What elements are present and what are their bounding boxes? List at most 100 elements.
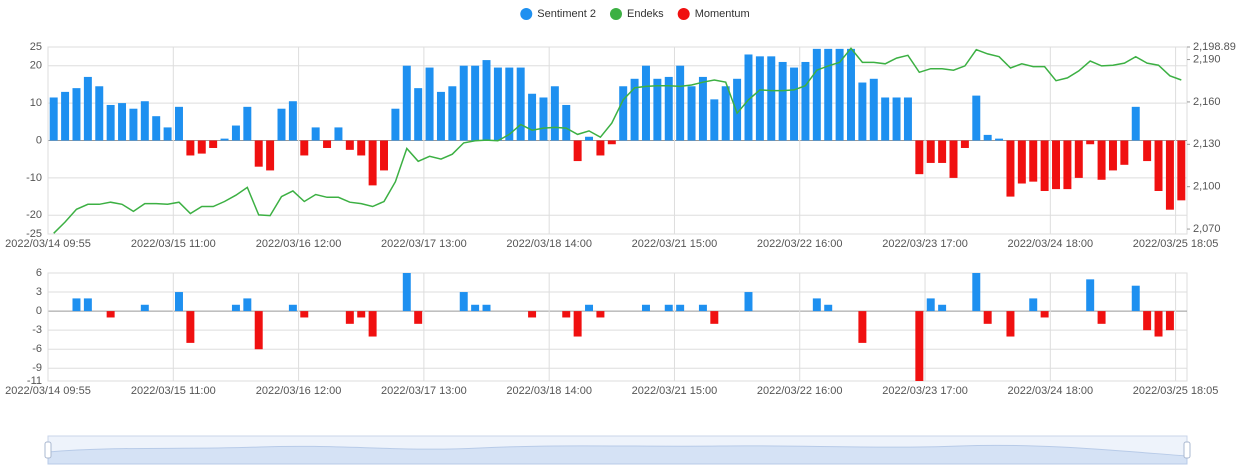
bar (790, 67, 799, 141)
bar (960, 140, 969, 148)
bar (915, 140, 924, 175)
bar (231, 304, 240, 312)
bar (1143, 311, 1152, 331)
bar (744, 292, 753, 312)
bar (562, 311, 571, 318)
bar (528, 311, 537, 318)
bar (562, 104, 571, 141)
x-tick-label: 2022/03/24 18:00 (1007, 238, 1093, 250)
bar (254, 311, 263, 350)
bar (573, 311, 582, 337)
bar (106, 311, 115, 318)
bar (619, 86, 628, 141)
bar (459, 292, 468, 312)
bar (516, 67, 525, 141)
y-tick-label: 25 (30, 41, 42, 53)
bar (1108, 140, 1117, 171)
bar (641, 304, 650, 312)
x-tick-label: 2022/03/25 18:05 (1133, 385, 1219, 397)
bar (140, 304, 149, 312)
legend-marker (609, 8, 622, 20)
bar (1097, 140, 1106, 180)
slider-handle[interactable] (1183, 441, 1191, 459)
bar (220, 138, 229, 141)
bar (95, 86, 104, 141)
bar (1165, 140, 1174, 210)
y-tick-label: -9 (32, 362, 42, 374)
y2-tick-label: 2,160 (1193, 96, 1221, 108)
bar (858, 82, 867, 141)
bar (664, 304, 673, 312)
bar (357, 140, 366, 156)
bar (448, 86, 457, 141)
x-tick-label: 2022/03/16 12:00 (256, 385, 342, 397)
bar (471, 304, 480, 312)
x-tick-label: 2022/03/21 15:00 (632, 238, 718, 250)
y2-tick-label: 2,130 (1193, 138, 1221, 150)
x-tick-label: 2022/03/22 16:00 (757, 238, 843, 250)
bar (733, 78, 742, 141)
bar (698, 304, 707, 312)
x-tick-label: 2022/03/15 11:00 (131, 385, 216, 397)
y-tick-label: 6 (36, 267, 42, 279)
bar (425, 67, 434, 141)
bar (983, 134, 992, 141)
bar (767, 56, 776, 141)
bar (949, 140, 958, 178)
bar (630, 78, 639, 141)
slider-handle[interactable] (44, 441, 52, 459)
legend-label: Sentiment 2 (537, 8, 596, 20)
bar (266, 140, 275, 171)
bar (174, 292, 183, 312)
legend-marker (677, 8, 690, 20)
bar (482, 304, 491, 312)
bar (585, 136, 594, 141)
bar (1074, 140, 1083, 178)
legend-marker (520, 8, 533, 20)
bar (812, 48, 821, 141)
bar (1017, 140, 1026, 184)
y2-tick-label: 2,190 (1193, 53, 1221, 65)
bar (345, 311, 354, 324)
bar (402, 65, 411, 141)
bar (710, 311, 719, 324)
bar (1029, 140, 1038, 182)
bar (72, 88, 81, 141)
bar (812, 298, 821, 312)
data-zoom-slider[interactable] (44, 435, 1191, 465)
bar (414, 311, 423, 324)
bar (1120, 140, 1129, 165)
bar (1006, 140, 1015, 197)
bar (493, 67, 502, 141)
bar (140, 101, 149, 141)
y-tick-label: -25 (26, 228, 42, 240)
bar (1097, 311, 1106, 324)
bar (1040, 140, 1049, 191)
x-tick-label: 2022/03/15 11:00 (131, 238, 216, 250)
bar (83, 298, 92, 312)
bar (869, 78, 878, 141)
y2-tick-label: 2,070 (1193, 223, 1221, 235)
bar (972, 95, 981, 141)
bar (482, 60, 491, 141)
y2-tick-label: 2,100 (1193, 181, 1221, 193)
x-tick-label: 2022/03/16 12:00 (256, 238, 342, 250)
bar (778, 61, 787, 141)
bar (197, 140, 206, 154)
bar (300, 140, 309, 156)
bar (847, 48, 855, 141)
y-tick-label: -20 (26, 209, 42, 221)
bar (1052, 140, 1061, 190)
bar (1143, 140, 1152, 162)
plot-frame (47, 272, 1188, 382)
x-tick-label: 2022/03/14 09:55 (5, 385, 91, 397)
bar (1086, 279, 1095, 312)
bar (129, 108, 138, 141)
bar (1165, 311, 1174, 331)
bar (391, 108, 400, 141)
bar (1086, 140, 1095, 145)
y2-tick-label: 2,198.89 (1193, 41, 1236, 53)
bar (368, 311, 377, 337)
y-tick-label: 0 (36, 134, 42, 146)
bar (311, 127, 320, 141)
